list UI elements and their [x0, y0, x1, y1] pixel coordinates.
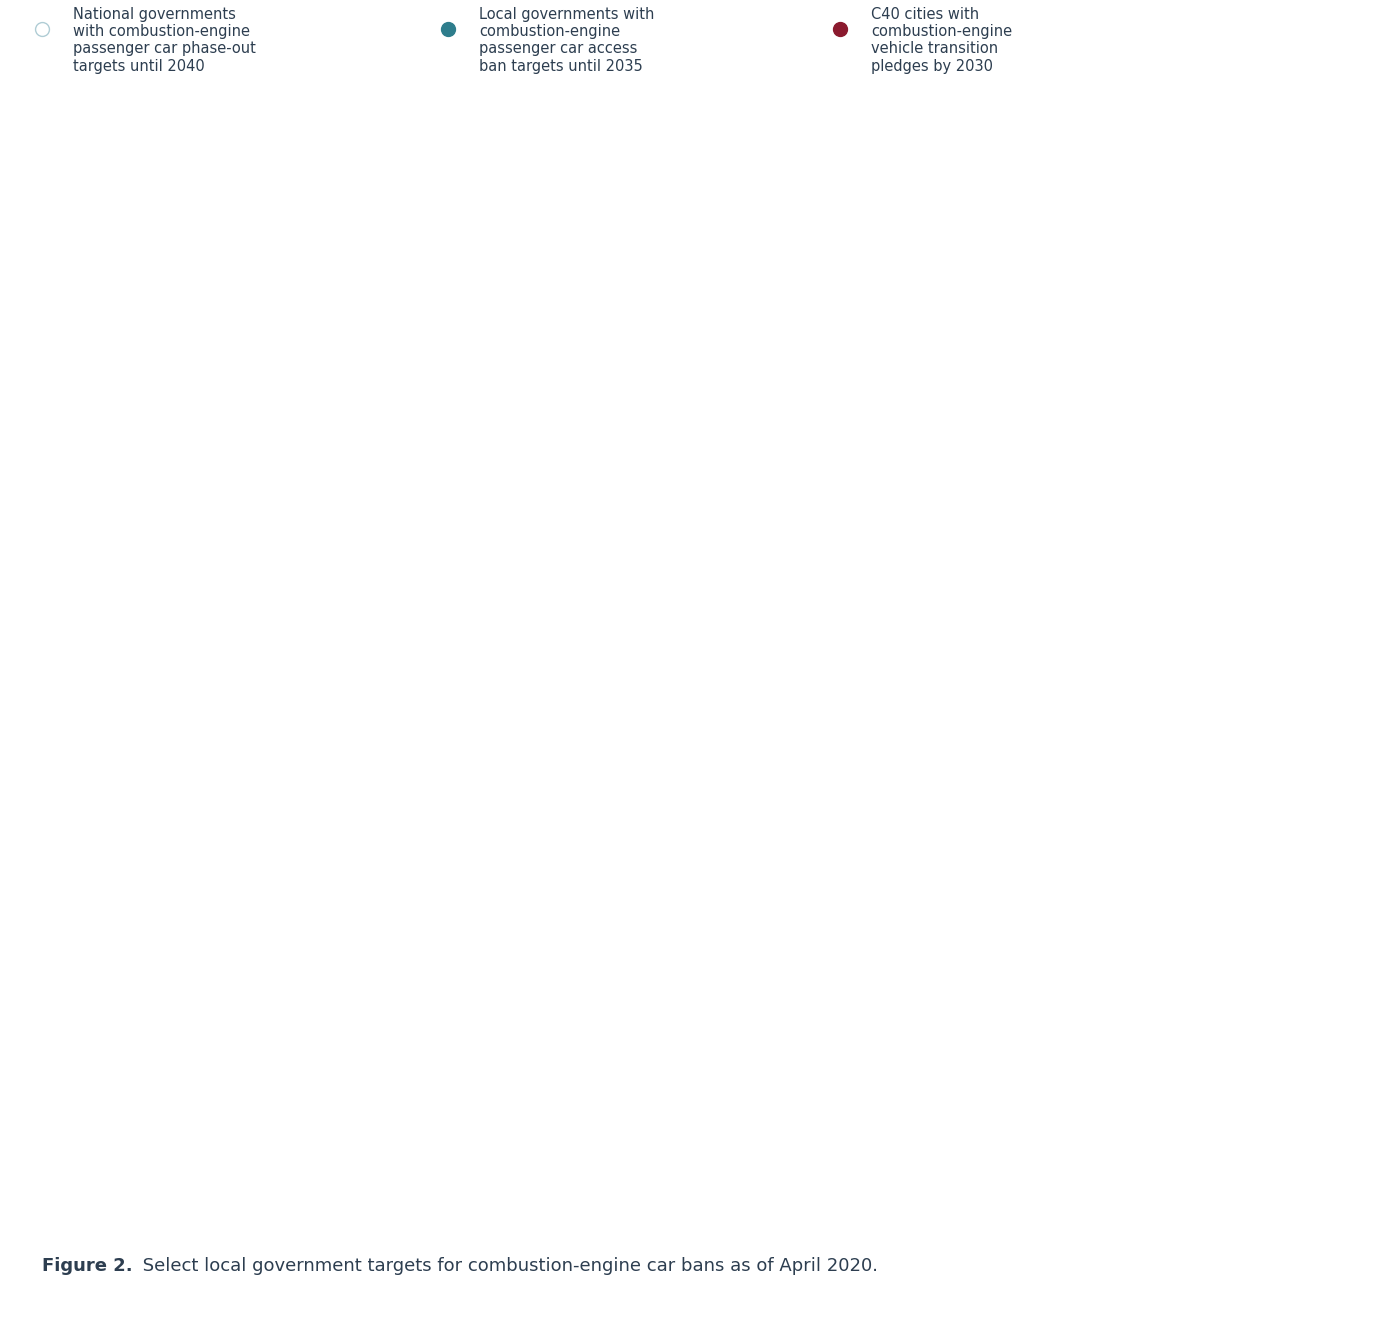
Text: Local governments with
combustion-engine
passenger car access
ban targets until : Local governments with combustion-engine… [479, 7, 654, 74]
Text: Figure 2.: Figure 2. [42, 1257, 133, 1276]
FancyBboxPatch shape [56, 123, 1344, 1170]
Text: Select local government targets for combustion-engine car bans as of April 2020.: Select local government targets for comb… [137, 1257, 878, 1276]
Text: C40 cities with
combustion-engine
vehicle transition
pledges by 2030: C40 cities with combustion-engine vehicl… [871, 7, 1012, 74]
Text: National governments
with combustion-engine
passenger car phase-out
targets unti: National governments with combustion-eng… [73, 7, 256, 74]
